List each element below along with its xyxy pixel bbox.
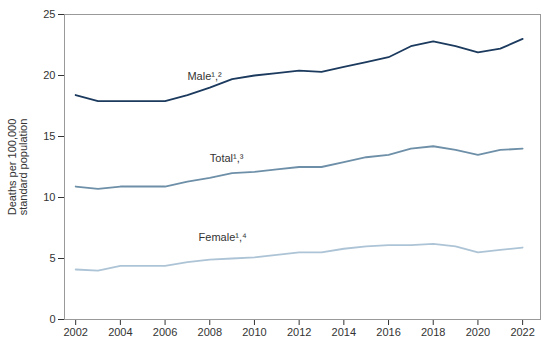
svg-text:Male¹,²: Male¹,² xyxy=(187,70,222,82)
svg-text:Female¹,⁴: Female¹,⁴ xyxy=(199,231,247,243)
svg-text:2002: 2002 xyxy=(63,326,87,338)
svg-text:2008: 2008 xyxy=(198,326,222,338)
svg-text:25: 25 xyxy=(43,8,55,20)
svg-text:2020: 2020 xyxy=(466,326,490,338)
svg-text:2018: 2018 xyxy=(421,326,445,338)
svg-text:Total¹,³: Total¹,³ xyxy=(210,152,244,164)
svg-text:2012: 2012 xyxy=(287,326,311,338)
svg-text:10: 10 xyxy=(43,191,55,203)
svg-text:2016: 2016 xyxy=(376,326,400,338)
svg-text:2010: 2010 xyxy=(242,326,266,338)
svg-text:5: 5 xyxy=(49,252,55,264)
svg-text:2022: 2022 xyxy=(510,326,534,338)
svg-text:2004: 2004 xyxy=(108,326,132,338)
svg-text:15: 15 xyxy=(43,130,55,142)
svg-text:0: 0 xyxy=(49,313,55,325)
svg-text:20: 20 xyxy=(43,69,55,81)
svg-text:2014: 2014 xyxy=(332,326,356,338)
svg-text:Deaths per 100,000standard pop: Deaths per 100,000standard population xyxy=(6,119,29,216)
svg-text:2006: 2006 xyxy=(153,326,177,338)
